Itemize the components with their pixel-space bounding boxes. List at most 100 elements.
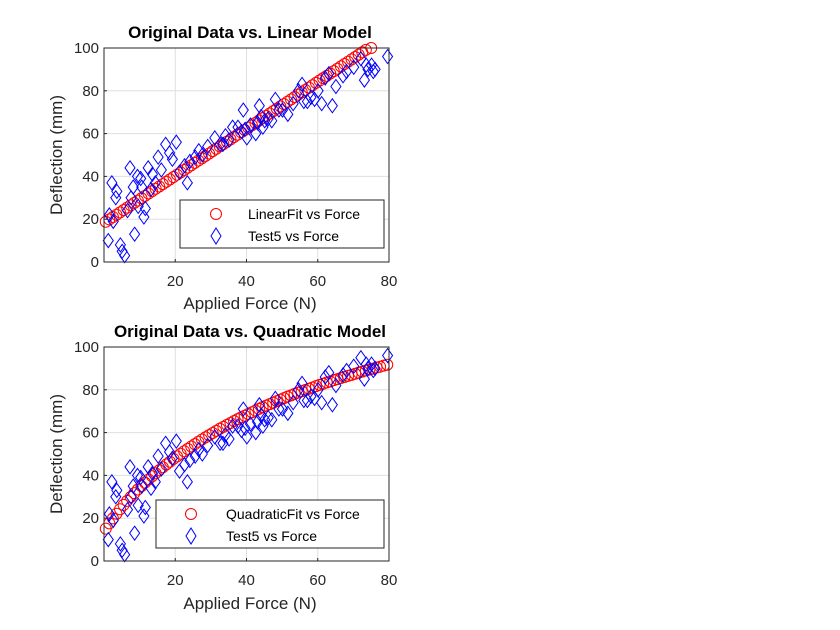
test-data-point xyxy=(381,347,394,364)
test-data-point xyxy=(138,209,150,225)
subplot-linear: Original Data vs. Linear Model Applied F… xyxy=(47,23,397,313)
test-data-point xyxy=(360,57,372,73)
test-data-point xyxy=(235,123,248,140)
test-data-point xyxy=(189,448,201,465)
fit-point xyxy=(124,199,137,212)
fit-point xyxy=(167,171,180,184)
test-data-point xyxy=(312,381,324,398)
test-data-point xyxy=(235,422,248,439)
fit-point xyxy=(146,470,159,483)
fit-point xyxy=(210,424,223,437)
test-data-point xyxy=(305,89,317,106)
test-data-point xyxy=(209,429,221,445)
x-tick-label: 80 xyxy=(381,273,398,290)
legend-marker-test5 xyxy=(185,527,197,545)
fit-point xyxy=(285,93,298,106)
fit-point xyxy=(106,211,119,224)
test-data-point xyxy=(292,381,305,398)
y-tick-labels: 0 20 40 60 80 100 xyxy=(74,339,99,570)
test-data-point xyxy=(184,153,196,170)
fit-point xyxy=(114,503,127,516)
test-data-point xyxy=(170,433,182,450)
test-data-point xyxy=(358,371,371,387)
test-data-point xyxy=(266,411,278,428)
fit-point xyxy=(199,431,212,444)
test-data-point xyxy=(282,106,294,123)
legend: QuadraticFit vs Force Test5 vs Force xyxy=(155,499,385,549)
test-data-point xyxy=(138,508,150,524)
fit-point xyxy=(181,161,194,174)
fit-point xyxy=(149,467,162,480)
test-data-point xyxy=(145,480,157,497)
test-data-point xyxy=(145,181,157,198)
x-tick-label: 40 xyxy=(238,273,255,290)
test-data-point xyxy=(129,525,141,542)
test-data-point xyxy=(241,130,253,146)
test-data-point xyxy=(114,237,127,253)
test-data-point xyxy=(135,469,147,486)
test-data-point xyxy=(358,72,371,88)
test-data-point xyxy=(166,450,179,467)
fit-point xyxy=(381,358,394,371)
test-data-point xyxy=(326,396,338,413)
legend-marker-linearfit xyxy=(210,208,222,220)
legend: LinearFit vs Force Test5 vs Force xyxy=(179,199,385,249)
test-data-point xyxy=(202,437,214,454)
test-data-point xyxy=(273,401,285,417)
test-data-point xyxy=(301,93,314,110)
test-data-point xyxy=(301,392,314,409)
fit-point xyxy=(156,178,169,191)
fit-point xyxy=(206,427,219,440)
x-tick-label: 60 xyxy=(309,273,326,290)
fit-point xyxy=(110,507,123,520)
test-data-point xyxy=(155,461,167,477)
test-data-point xyxy=(124,159,136,176)
test-data-point xyxy=(269,91,281,108)
test-data-point xyxy=(296,76,308,93)
test-data-point xyxy=(214,136,226,153)
fit-point xyxy=(131,194,144,207)
test-data-point xyxy=(312,82,324,99)
test-data-point xyxy=(131,168,144,185)
test-data-point xyxy=(163,443,176,460)
test-data-point xyxy=(296,375,308,392)
fit-point xyxy=(142,187,155,200)
test-data-point xyxy=(316,394,328,411)
y-axis-label: Deflection (mm) xyxy=(47,394,66,514)
test-data-point xyxy=(124,458,136,475)
test-data-point xyxy=(178,157,191,174)
test-data-point xyxy=(287,95,299,112)
fit-point xyxy=(352,48,365,61)
data-marks xyxy=(99,347,394,563)
fit-point xyxy=(185,440,198,453)
test-data-point xyxy=(337,366,349,383)
legend-marker-test5 xyxy=(210,227,222,245)
fit-point xyxy=(160,175,173,188)
test-data-point xyxy=(127,478,139,494)
y-tick-label: 20 xyxy=(82,510,99,527)
fit-point xyxy=(114,206,127,219)
test-data-point xyxy=(196,147,208,163)
test-data-point xyxy=(107,213,119,230)
x-tick-labels: 20 40 60 80 xyxy=(167,572,397,589)
test-data-point xyxy=(131,467,144,484)
chart-title: Original Data vs. Linear Model xyxy=(128,23,372,42)
test-data-point xyxy=(348,358,360,375)
legend-marker-quadraticfit xyxy=(185,508,197,520)
y-tick-label: 20 xyxy=(82,211,99,228)
test-data-point xyxy=(106,473,118,490)
test-data-point xyxy=(348,59,360,76)
fit-point xyxy=(117,203,130,216)
test-data-point xyxy=(178,456,191,473)
test-data-point xyxy=(319,369,331,385)
test-data-point xyxy=(226,119,239,136)
x-tick-label: 20 xyxy=(167,273,184,290)
test-data-point xyxy=(323,65,335,82)
fit-point xyxy=(203,147,216,160)
test-data-point xyxy=(237,401,249,417)
test-data-point xyxy=(196,446,208,462)
test-data-point xyxy=(292,82,305,99)
x-tick-label: 20 xyxy=(167,572,184,589)
test-data-point xyxy=(369,360,381,377)
test-data-point xyxy=(139,200,151,217)
